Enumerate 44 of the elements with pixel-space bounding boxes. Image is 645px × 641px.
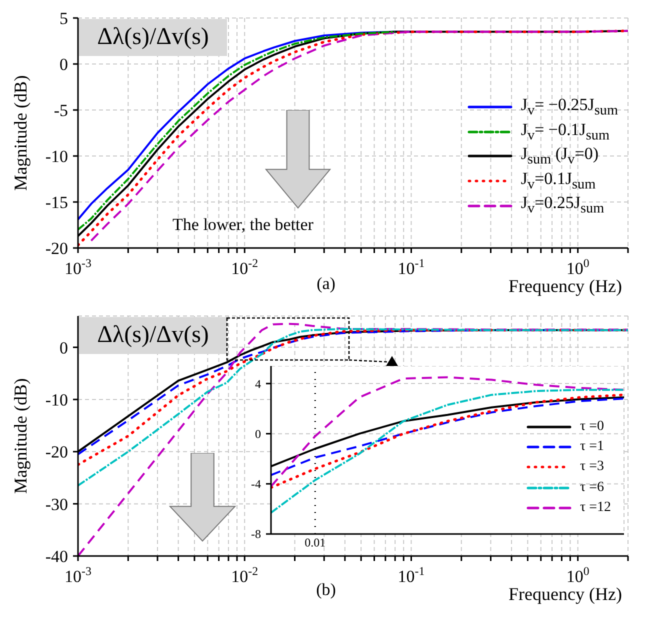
y-tick-label: -8 xyxy=(251,527,261,542)
x-tick-label: 10$^{-2}$ xyxy=(231,256,258,278)
y-tick-label: 0 xyxy=(60,338,68,358)
x-tick-label: 10$^{0}$ xyxy=(566,256,590,278)
annotation: Δλ(s)/Δv(s) xyxy=(79,19,227,56)
y-tick-label: -20 xyxy=(45,442,68,462)
annotation: Δλ(s)/Δv(s) xyxy=(79,317,227,354)
x-axis-title: Frequency (Hz) xyxy=(508,584,622,604)
y-tick-label: 0 xyxy=(255,426,261,441)
legend-label: J$_{v}$=0.1J$_{sum}$ xyxy=(520,168,596,194)
legend-label: τ =0 xyxy=(580,418,604,435)
y-tick-label: -10 xyxy=(45,390,68,410)
annotation: The lower, the better xyxy=(172,215,314,235)
x-tick-label: 10$^{-3}$ xyxy=(64,564,92,586)
y-tick-label: -40 xyxy=(45,546,68,566)
line-series xyxy=(271,388,624,514)
annotation: 0.01 xyxy=(304,536,326,550)
legend-label: J$_{v}$=0.25J$_{sum}$ xyxy=(520,193,604,218)
y-tick-label: -30 xyxy=(45,494,68,514)
y-axis-title: Magnitude (dB) xyxy=(10,75,30,191)
legend-label: τ =3 xyxy=(580,459,604,476)
legend-label: J$_{sum}$ (J$_{v}$=0) xyxy=(520,144,598,169)
text: (b) xyxy=(316,580,336,600)
x-tick-label: 10$^{-2}$ xyxy=(231,564,258,586)
y-tick-label: 4 xyxy=(255,376,261,391)
x-tick-label: 10$^{-3}$ xyxy=(64,256,92,278)
legend-label: τ =6 xyxy=(580,480,604,496)
legend-label: J$_{v}$= −0.25J$_{sum}$ xyxy=(520,94,618,120)
legend-label: J$_{v}$= −0.1J$_{sum}$ xyxy=(520,120,610,144)
y-tick-label: 5 xyxy=(60,8,68,28)
text: (a) xyxy=(316,274,336,294)
x-tick-label: 10$^{0}$ xyxy=(566,564,590,586)
x-tick-label: 10$^{-1}$ xyxy=(398,564,425,586)
legend-label: τ =1 xyxy=(580,438,604,455)
legend-label: τ =12 xyxy=(580,500,611,516)
y-tick-label: -5 xyxy=(54,100,68,120)
y-axis-title: Magnitude (dB) xyxy=(10,378,30,494)
y-tick-label: -4 xyxy=(251,477,261,492)
x-tick-label: 10$^{-1}$ xyxy=(398,256,425,278)
x-axis-title: Frequency (Hz) xyxy=(508,276,622,296)
y-tick-label: 0 xyxy=(60,54,68,74)
y-tick-label: -20 xyxy=(45,238,68,258)
y-tick-label: -15 xyxy=(45,192,68,212)
y-tick-label: -10 xyxy=(45,146,68,166)
